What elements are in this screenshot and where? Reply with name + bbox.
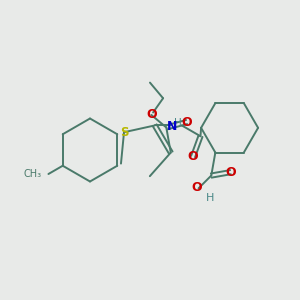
Text: N: N	[167, 119, 177, 133]
Text: O: O	[225, 166, 236, 179]
Text: H: H	[206, 193, 214, 203]
Text: O: O	[188, 150, 198, 163]
Text: S: S	[120, 126, 128, 139]
Text: O: O	[192, 181, 203, 194]
Text: O: O	[181, 116, 192, 128]
Text: H: H	[174, 118, 182, 128]
Text: CH₃: CH₃	[24, 169, 42, 179]
Text: O: O	[146, 108, 157, 122]
